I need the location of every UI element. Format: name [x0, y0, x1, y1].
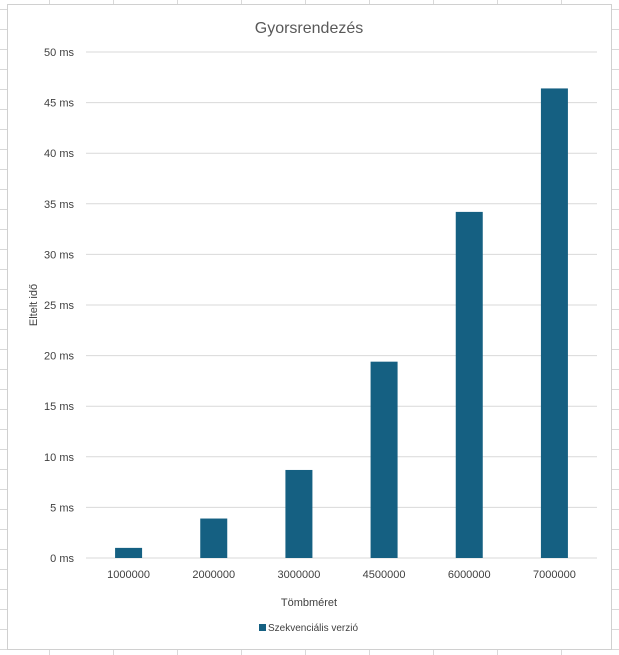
bar-1000000	[115, 547, 143, 558]
y-tick-label: 0 ms	[50, 553, 74, 565]
legend-swatch	[259, 624, 266, 631]
y-tick-label: 10 ms	[44, 452, 74, 464]
gridlines	[86, 51, 597, 559]
y-tick-label: 20 ms	[44, 351, 74, 363]
y-tick-label: 35 ms	[44, 199, 74, 211]
bar-7000000	[540, 88, 568, 558]
y-tick-label: 5 ms	[50, 502, 74, 514]
y-axis-label: Eltelt idő	[28, 284, 40, 326]
y-tick-label: 45 ms	[44, 98, 74, 110]
x-tick-label: 7000000	[533, 569, 576, 581]
x-tick-label: 3000000	[278, 569, 321, 581]
x-tick-labels: 1000000 2000000 3000000 4500000 6000000 70000…	[107, 569, 576, 581]
y-tick-label: 30 ms	[44, 249, 74, 261]
y-tick-label: 50 ms	[44, 47, 74, 59]
legend: Szekvenciális verzió	[259, 623, 358, 634]
bar-6000000	[455, 211, 483, 558]
x-tick-label: 4500000	[363, 569, 406, 581]
y-tick-label: 25 ms	[44, 300, 74, 312]
bar-3000000	[285, 469, 313, 558]
chart-title: Gyorsrendezés	[255, 20, 364, 37]
x-tick-label: 2000000	[192, 569, 235, 581]
y-tick-label: 15 ms	[44, 401, 74, 413]
legend-label: Szekvenciális verzió	[268, 623, 358, 634]
bar-4500000	[370, 361, 398, 558]
x-tick-label: 1000000	[107, 569, 150, 581]
y-tick-labels: 0 ms 5 ms 10 ms 15 ms 20 ms 25 ms 30 ms 35 ms 40…	[44, 47, 74, 565]
y-tick-label: 40 ms	[44, 148, 74, 160]
x-axis-label: Tömbméret	[281, 597, 337, 609]
bars	[115, 88, 568, 558]
bar-2000000	[200, 518, 228, 558]
x-tick-label: 6000000	[448, 569, 491, 581]
